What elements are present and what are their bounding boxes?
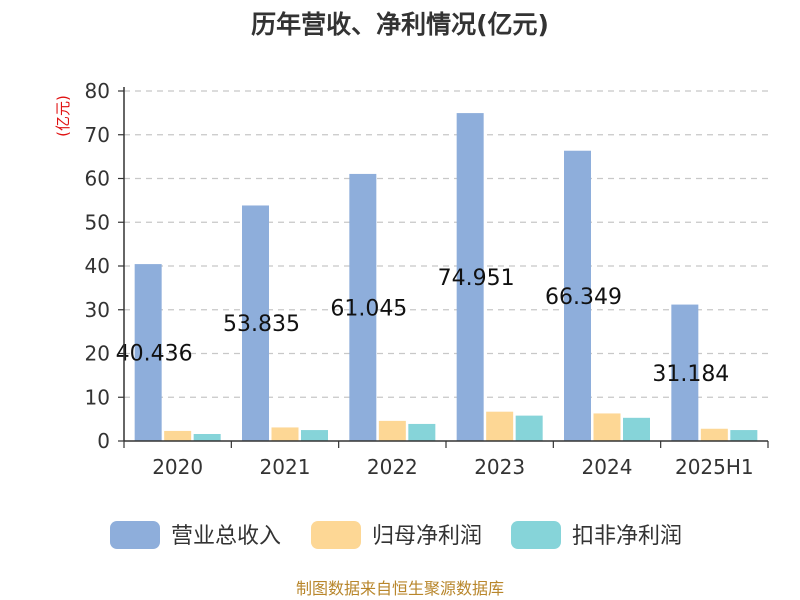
gridlines: [124, 90, 768, 398]
y-axis-unit-label: (亿元): [54, 95, 72, 137]
legend-swatch: [311, 521, 361, 549]
legend-label: 营业总收入: [171, 524, 281, 549]
bar: [515, 415, 543, 441]
bar: [271, 427, 299, 441]
bar: [486, 411, 514, 441]
bar: [671, 304, 699, 441]
y-tick-label: 0: [97, 429, 110, 453]
legend-label: 扣非净利润: [572, 524, 682, 549]
x-tick-label: 2020: [152, 455, 203, 479]
data-label: 53.835: [223, 312, 300, 337]
data-label: 66.349: [545, 285, 622, 310]
x-tick-label: 2022: [367, 455, 418, 479]
data-label: 61.045: [330, 296, 407, 321]
y-tick-label: 50: [85, 210, 110, 234]
chart-title: 历年营收、净利情况(亿元): [251, 10, 549, 39]
bar: [242, 205, 269, 441]
bar: [134, 264, 162, 441]
x-tick-label: 2025H1: [675, 455, 754, 479]
y-tick-label: 40: [85, 254, 110, 278]
bar: [730, 430, 758, 441]
bar: [378, 420, 406, 441]
bar: [193, 434, 221, 441]
legend-swatch: [511, 521, 561, 549]
bar: [349, 173, 377, 441]
y-axis-ticks: 0 10 20 30 40 50 60 70 80: [85, 79, 124, 453]
x-tick-label: 2024: [582, 455, 633, 479]
legend-label: 归母净利润: [372, 524, 482, 549]
data-label: 40.436: [116, 342, 193, 367]
bar: [564, 150, 591, 441]
bar: [164, 430, 192, 441]
legend: 营业总收入 归母净利润 扣非净利润: [110, 521, 682, 549]
bar: [408, 423, 436, 441]
bar: [456, 113, 484, 441]
x-tick-label: 2021: [260, 455, 311, 479]
bar: [623, 417, 650, 441]
bars: [134, 113, 758, 441]
x-axis-ticks: 2020 2021 2022 2023 2024 2025H1: [123, 441, 769, 479]
bar: [700, 428, 728, 441]
bar: [301, 430, 328, 441]
bar: [593, 413, 621, 441]
y-tick-label: 80: [85, 79, 110, 103]
data-label: 31.184: [652, 362, 729, 387]
source-note: 制图数据来自恒生聚源数据库: [296, 579, 504, 598]
y-tick-label: 30: [85, 298, 110, 322]
y-tick-label: 60: [85, 167, 110, 191]
y-tick-label: 10: [85, 385, 110, 409]
y-tick-label: 20: [85, 342, 110, 366]
x-tick-label: 2023: [474, 455, 525, 479]
y-tick-label: 70: [85, 123, 110, 147]
data-label: 74.951: [438, 266, 515, 291]
legend-swatch: [110, 521, 160, 549]
data-labels: 40.436 53.835 61.045 74.951 66.349 31.184: [116, 266, 730, 387]
